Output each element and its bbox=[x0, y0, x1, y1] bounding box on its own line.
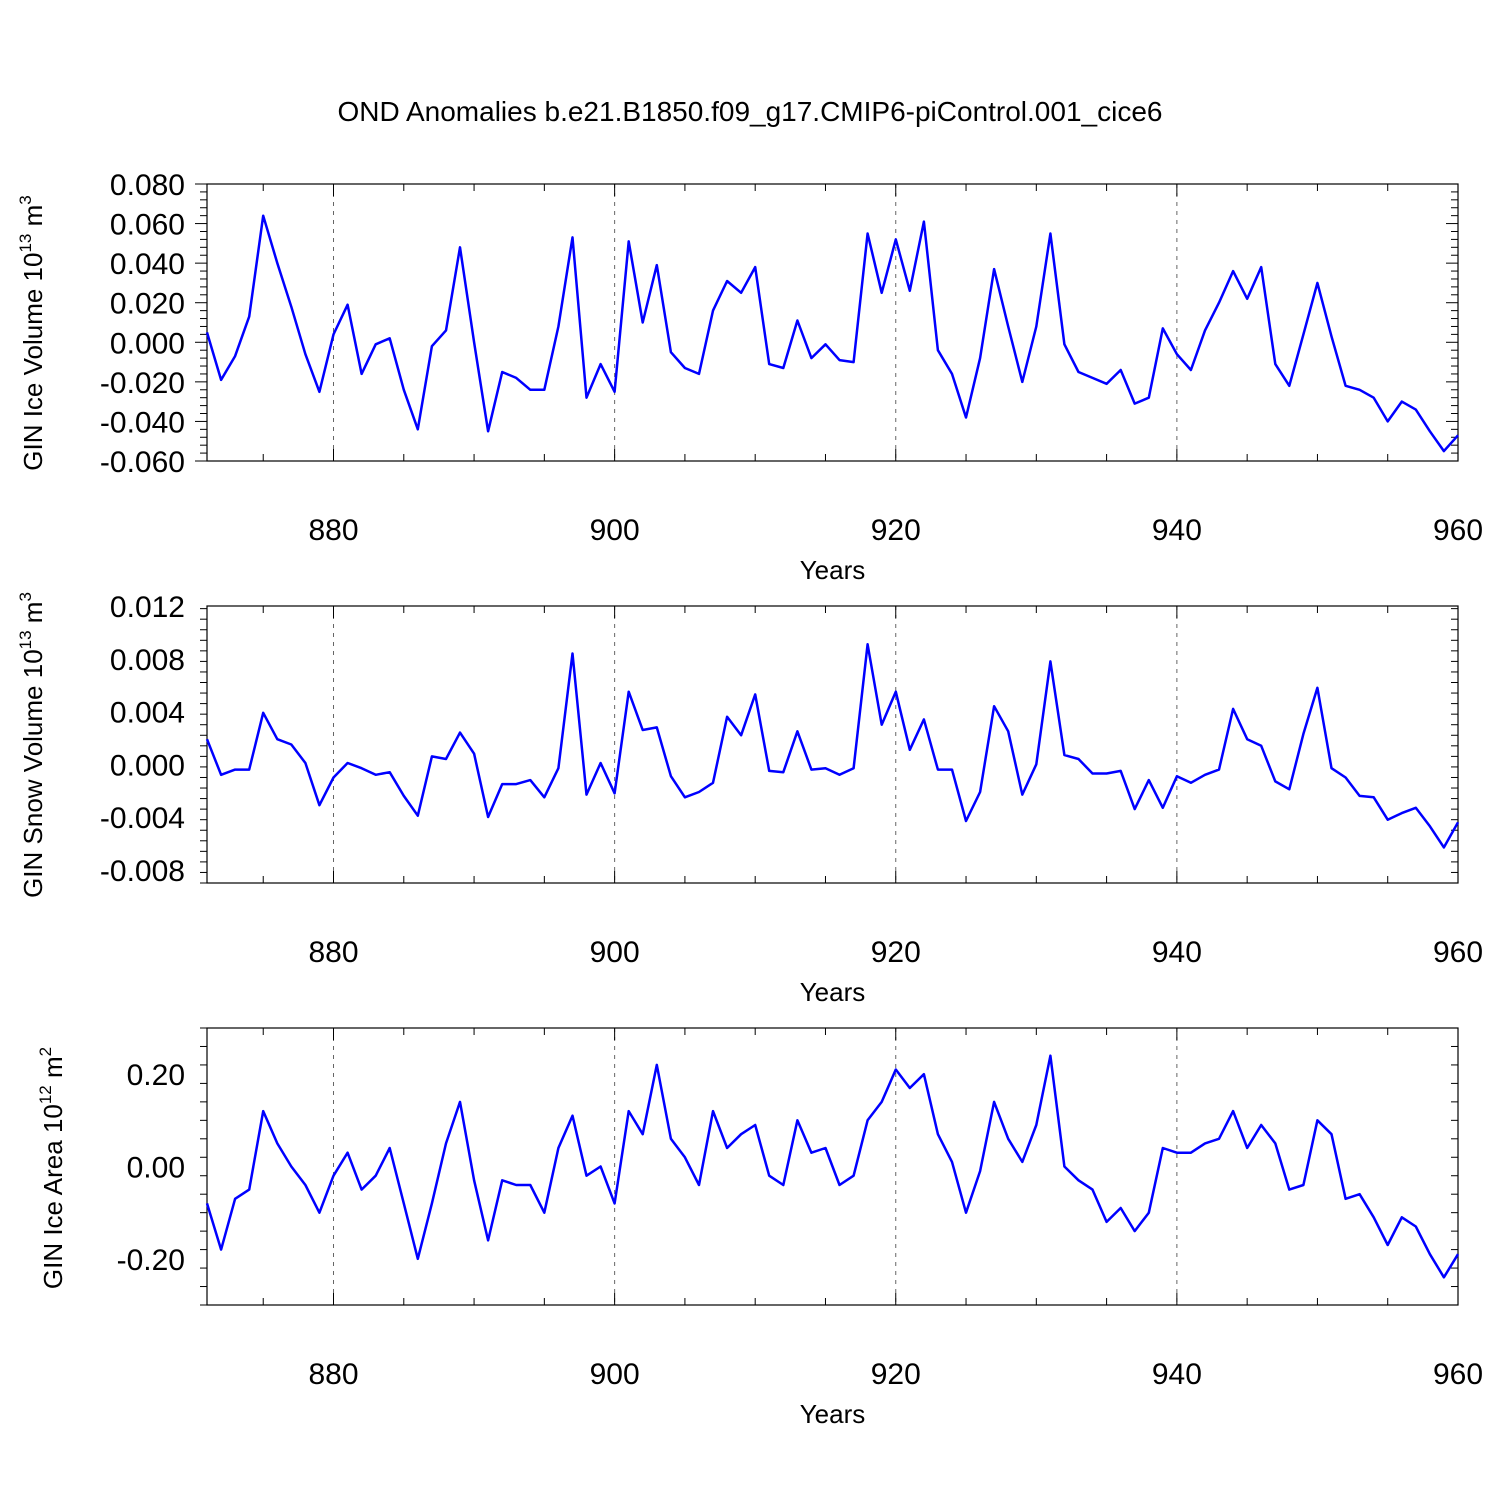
ice-area-xtick-label: 880 bbox=[308, 1358, 358, 1391]
snow-volume-yaxis-label-unit-exp: 3 bbox=[16, 592, 35, 601]
snow-volume-xaxis-label: Years bbox=[800, 977, 866, 1007]
snow-volume-yaxis-label-text: GIN Snow Volume 10 bbox=[18, 649, 48, 898]
ice-volume-ytick-label: -0.060 bbox=[100, 446, 185, 479]
ice-volume-yaxis-label-unit-exp: 3 bbox=[16, 195, 35, 204]
snow-volume-panel: -0.008 -0.004 0.000 0.004 0.008 0.012 880 900 92… bbox=[16, 591, 1483, 1007]
ice-volume-xtick-label: 880 bbox=[308, 514, 358, 547]
snow-volume-series-line bbox=[205, 643, 1460, 849]
ice-volume-yaxis-label-exp: 13 bbox=[16, 234, 35, 253]
snow-volume-ytick-label: 0.000 bbox=[110, 749, 185, 782]
ice-area-yaxis-label-exp: 12 bbox=[36, 1085, 55, 1104]
ice-area-ytick-label: 0.20 bbox=[127, 1059, 185, 1092]
ice-area-yaxis-label-unit: m bbox=[38, 1056, 68, 1085]
ice-area-xaxis-label: Years bbox=[800, 1399, 866, 1429]
ice-area-panel: -0.20 0.00 0.20 880 900 920 940 960 Years GIN Ice… bbox=[36, 1027, 1483, 1429]
ice-area-xtick-label: 960 bbox=[1433, 1358, 1483, 1391]
snow-volume-xtick-label: 920 bbox=[871, 936, 921, 969]
figure-title: OND Anomalies b.e21.B1850.f09_g17.CMIP6-… bbox=[338, 96, 1163, 127]
ice-volume-ytick-label: -0.020 bbox=[100, 367, 185, 400]
panels: -0.060 -0.040 -0.020 0.000 0.020 0.040 0.060 0.… bbox=[16, 169, 1483, 1429]
ice-area-yaxis-label-unit-exp: 2 bbox=[36, 1047, 55, 1056]
snow-volume-ytick-label: 0.012 bbox=[110, 591, 185, 624]
ice-volume-xtick-label: 920 bbox=[871, 514, 921, 547]
ice-volume-ytick-label: 0.080 bbox=[110, 169, 185, 202]
ice-area-ytick-label: -0.20 bbox=[117, 1244, 185, 1277]
ice-volume-panel: -0.060 -0.040 -0.020 0.000 0.020 0.040 0.060 0.… bbox=[16, 169, 1483, 585]
ice-volume-yaxis-label-unit: m bbox=[18, 205, 48, 234]
ice-volume-ytick-label: -0.040 bbox=[100, 406, 185, 439]
ice-volume-ytick-label: 0.000 bbox=[110, 327, 185, 360]
snow-volume-xtick-label: 960 bbox=[1433, 936, 1483, 969]
snow-volume-ytick-label: -0.004 bbox=[100, 802, 185, 835]
snow-volume-xtick-label: 940 bbox=[1152, 936, 1202, 969]
snow-volume-yaxis-label-unit: m bbox=[18, 602, 48, 631]
snow-volume-ytick-label: 0.008 bbox=[110, 644, 185, 677]
ice-volume-ytick-label: 0.040 bbox=[110, 248, 185, 281]
snow-volume-xtick-label: 880 bbox=[308, 936, 358, 969]
ice-volume-plot-frame bbox=[206, 183, 1459, 462]
ice-area-yaxis-label: GIN Ice Area 1012 m2 bbox=[36, 1047, 68, 1289]
ice-volume-xtick-label: 940 bbox=[1152, 514, 1202, 547]
ice-volume-yaxis-label-text: GIN Ice Volume 10 bbox=[18, 253, 48, 471]
snow-volume-xtick-label: 900 bbox=[590, 936, 640, 969]
ice-area-xtick-label: 940 bbox=[1152, 1358, 1202, 1391]
ice-area-series-line bbox=[205, 1054, 1460, 1279]
snow-volume-plot-frame bbox=[206, 605, 1459, 884]
ice-volume-xaxis-label: Years bbox=[800, 555, 866, 585]
ice-volume-yaxis-label: GIN Ice Volume 1013 m3 bbox=[16, 195, 48, 471]
ice-volume-xtick-label: 960 bbox=[1433, 514, 1483, 547]
ice-volume-ytick-label: 0.020 bbox=[110, 288, 185, 321]
snow-volume-ytick-label: -0.008 bbox=[100, 855, 185, 888]
snow-volume-yaxis-label: GIN Snow Volume 1013 m3 bbox=[16, 592, 48, 898]
ice-volume-series-line bbox=[205, 214, 1459, 453]
ice-area-plot-frame bbox=[206, 1027, 1459, 1306]
ice-volume-xtick-label: 900 bbox=[590, 514, 640, 547]
snow-volume-yaxis-label-exp: 13 bbox=[16, 630, 35, 649]
ice-area-yaxis-label-text: GIN Ice Area 10 bbox=[38, 1104, 68, 1289]
ice-area-ytick-label: 0.00 bbox=[127, 1152, 185, 1185]
ice-area-xtick-label: 900 bbox=[590, 1358, 640, 1391]
ice-volume-ytick-label: 0.060 bbox=[110, 209, 185, 242]
snow-volume-ytick-label: 0.004 bbox=[110, 697, 185, 730]
ice-area-xtick-label: 920 bbox=[871, 1358, 921, 1391]
